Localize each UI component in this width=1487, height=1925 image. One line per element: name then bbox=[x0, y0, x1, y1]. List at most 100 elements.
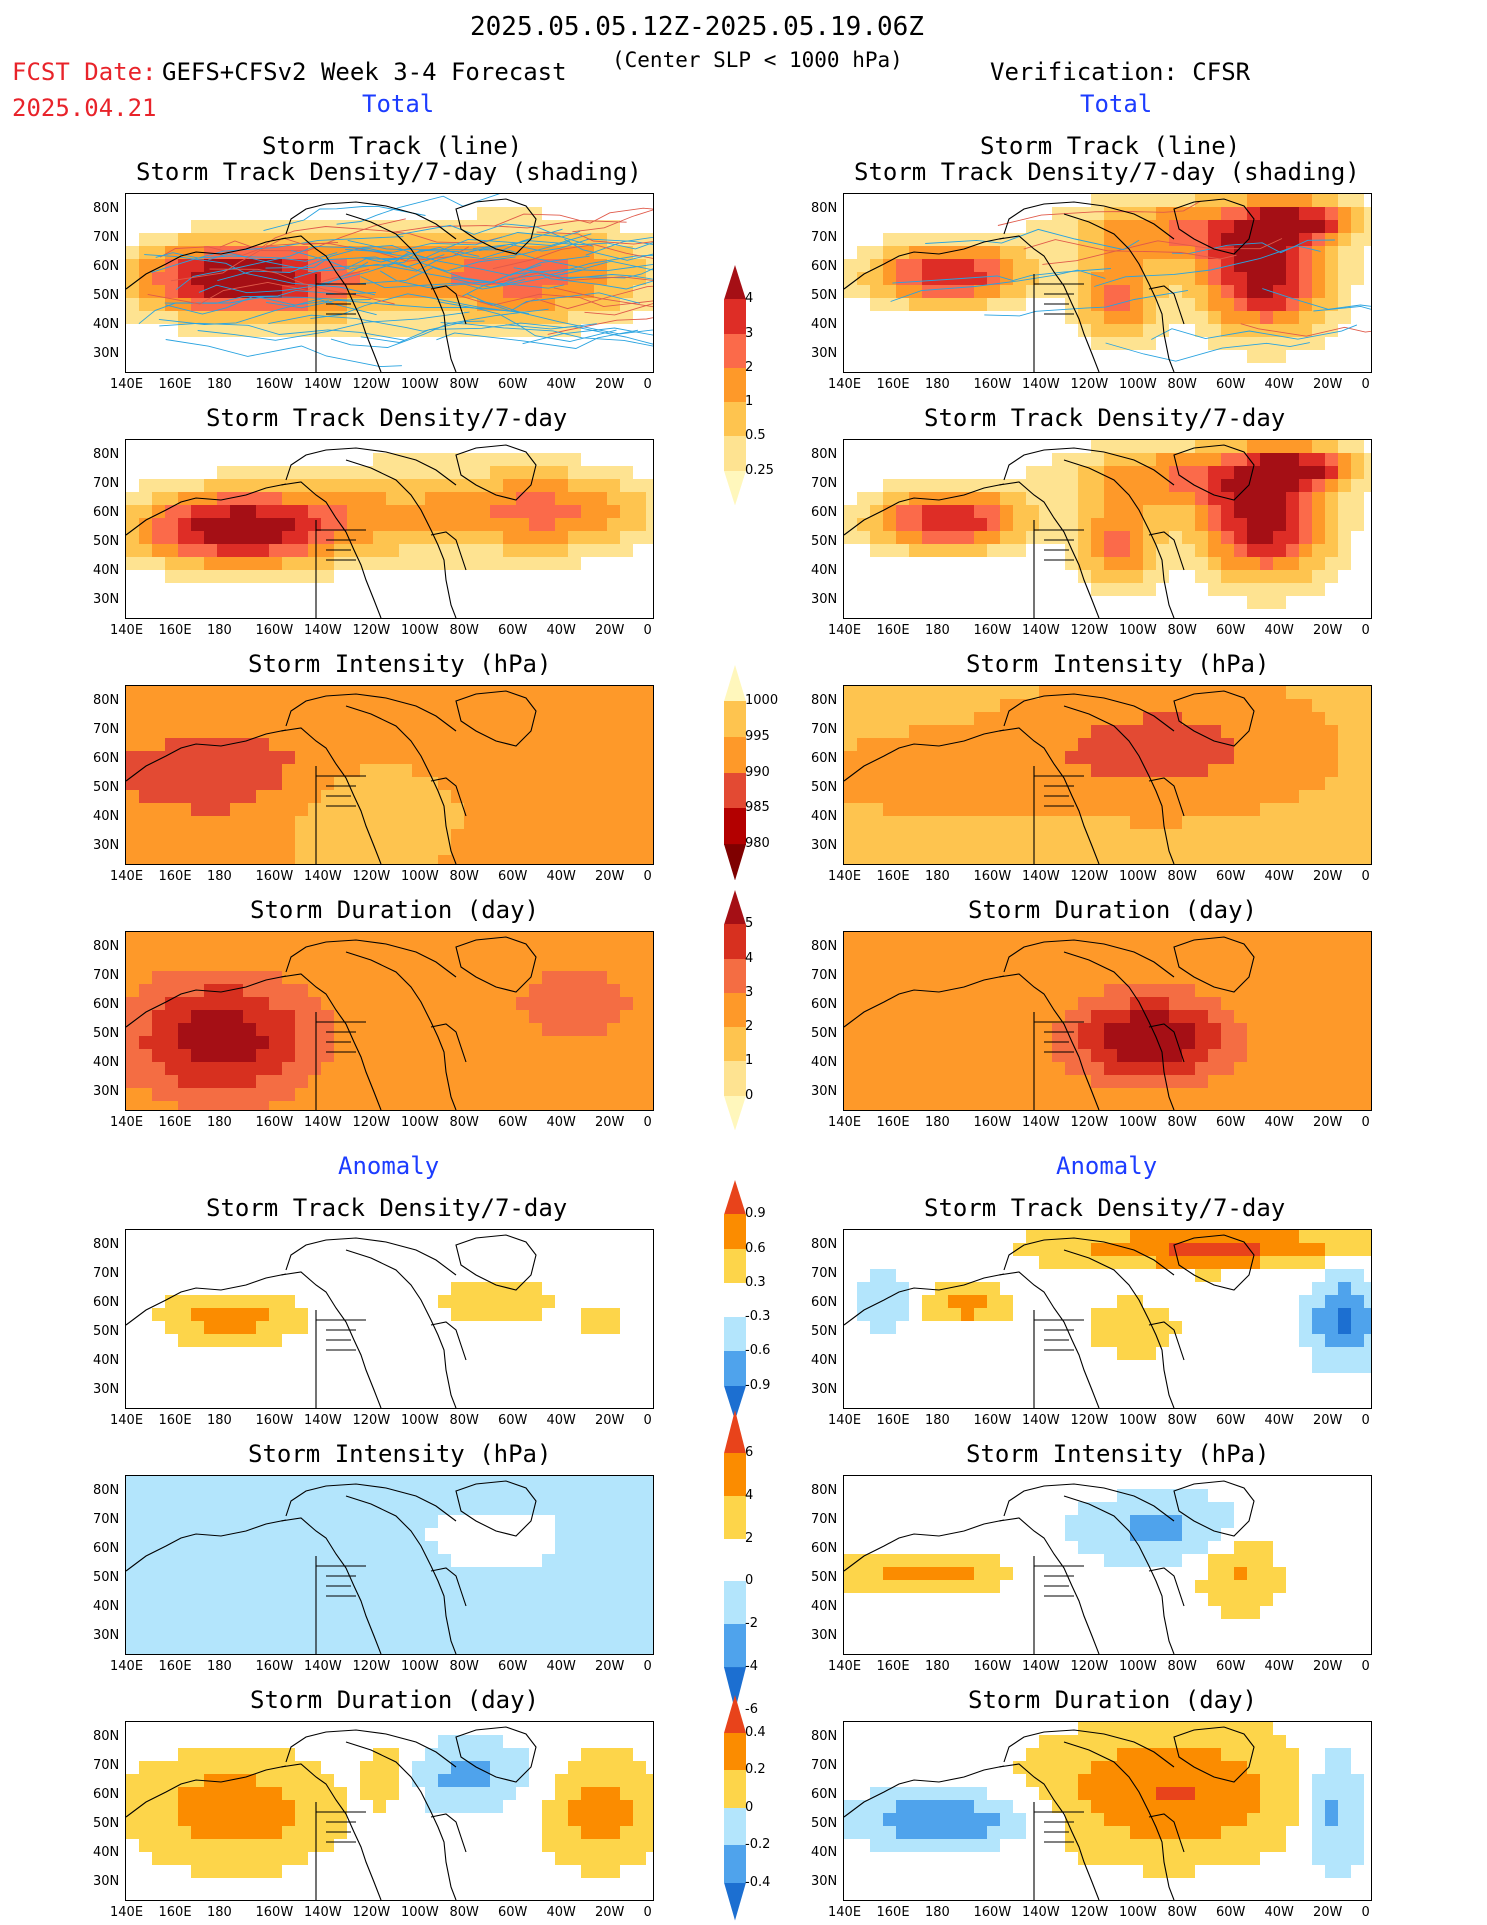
shading-cell bbox=[1221, 945, 1234, 958]
shading-cell bbox=[438, 984, 451, 997]
shading-cell bbox=[857, 829, 870, 842]
shading-cell bbox=[1312, 932, 1325, 945]
shading-cell bbox=[1182, 1528, 1195, 1541]
shading-cell bbox=[256, 829, 269, 842]
shading-cell bbox=[490, 259, 503, 272]
shading-cell bbox=[935, 1023, 948, 1036]
shading-cell bbox=[191, 803, 204, 816]
shading-cell bbox=[1052, 466, 1065, 479]
shading-cell bbox=[620, 971, 633, 984]
shading-cell bbox=[1156, 971, 1169, 984]
shading-cell bbox=[1195, 207, 1208, 220]
shading-cell bbox=[1182, 1062, 1195, 1075]
shading-cell bbox=[542, 220, 555, 233]
shading-cell bbox=[1247, 1088, 1260, 1101]
shading-cell bbox=[1156, 220, 1169, 233]
shading-cell bbox=[844, 971, 857, 984]
shading-cell bbox=[490, 790, 503, 803]
shading-cell bbox=[139, 518, 152, 531]
shading-cell bbox=[152, 531, 165, 544]
shading-cell bbox=[646, 1580, 653, 1593]
shading-cell bbox=[386, 1049, 399, 1062]
shading-cell bbox=[948, 1295, 961, 1308]
shading-cell bbox=[1351, 971, 1364, 984]
shading-cell bbox=[935, 958, 948, 971]
shading-cell bbox=[1104, 259, 1117, 272]
coastline bbox=[315, 520, 366, 618]
shading-cell bbox=[503, 1088, 516, 1101]
shading-cell bbox=[516, 984, 529, 997]
shading-cell bbox=[438, 1645, 451, 1654]
shading-cell bbox=[1065, 1075, 1078, 1088]
lon-tick-label: 100W bbox=[401, 1413, 439, 1428]
shading-cell bbox=[974, 479, 987, 492]
panel-title: Storm Duration (day) bbox=[968, 896, 1257, 924]
shading-cell bbox=[269, 1062, 282, 1075]
shading-cell bbox=[1117, 1515, 1130, 1528]
shading-cell bbox=[126, 1515, 139, 1528]
shading-cell bbox=[883, 1269, 896, 1282]
shading-cell bbox=[256, 531, 269, 544]
shading-cell bbox=[477, 1606, 490, 1619]
shading-cell bbox=[399, 1502, 412, 1515]
shading-cell bbox=[935, 544, 948, 557]
shading-cell bbox=[1286, 932, 1299, 945]
shading-cell bbox=[477, 790, 490, 803]
shading-cell bbox=[974, 1062, 987, 1075]
shading-cell bbox=[1104, 1334, 1117, 1347]
shading-cell bbox=[139, 777, 152, 790]
shading-cell bbox=[1364, 1230, 1371, 1243]
shading-cell bbox=[425, 1554, 438, 1567]
shading-cell bbox=[204, 971, 217, 984]
shading-cell bbox=[1091, 829, 1104, 842]
shading-cell bbox=[412, 855, 425, 864]
shading-cell bbox=[555, 544, 568, 557]
shading-cell bbox=[607, 1049, 620, 1062]
shading-cell bbox=[568, 984, 581, 997]
shading-cell bbox=[935, 790, 948, 803]
shading-cell bbox=[217, 1645, 230, 1654]
shading-cell bbox=[464, 518, 477, 531]
shading-cell bbox=[1143, 453, 1156, 466]
lon-tick-label: 120W bbox=[1070, 623, 1109, 638]
shading-cell bbox=[581, 1101, 594, 1110]
shading-cell bbox=[412, 1049, 425, 1062]
shading-cell bbox=[126, 958, 139, 971]
shading-cell bbox=[217, 531, 230, 544]
shading-cell bbox=[1195, 738, 1208, 751]
shading-cell bbox=[1000, 492, 1013, 505]
shading-cell bbox=[152, 557, 165, 570]
shading-cell bbox=[139, 1489, 152, 1502]
shading-cell bbox=[373, 984, 386, 997]
shading-cell bbox=[594, 829, 607, 842]
shading-cell bbox=[1130, 544, 1143, 557]
shading-cell bbox=[620, 505, 633, 518]
shading-cell bbox=[1234, 855, 1247, 864]
shading-cell bbox=[308, 997, 321, 1010]
shading-cell bbox=[399, 790, 412, 803]
shading-cell bbox=[1325, 1321, 1338, 1334]
shading-cell bbox=[594, 1023, 607, 1036]
shading-cell bbox=[126, 259, 139, 272]
shading-cell bbox=[490, 1619, 503, 1632]
shading-cell bbox=[347, 1101, 360, 1110]
shading-cell bbox=[1052, 1075, 1065, 1088]
shading-cell bbox=[490, 1062, 503, 1075]
shading-cell bbox=[412, 932, 425, 945]
shading-cell bbox=[282, 1515, 295, 1528]
shading-cell bbox=[295, 1528, 308, 1541]
shading-cell bbox=[477, 855, 490, 864]
shading-cell bbox=[1143, 324, 1156, 337]
shading-cell bbox=[464, 1645, 477, 1654]
shading-cell bbox=[165, 686, 178, 699]
shading-cell bbox=[1130, 285, 1143, 298]
shading-cell bbox=[425, 764, 438, 777]
shading-cell bbox=[1234, 1101, 1247, 1110]
shading-cell bbox=[1299, 997, 1312, 1010]
shading-cell bbox=[126, 492, 139, 505]
shading-cell bbox=[883, 1308, 896, 1321]
shading-cell bbox=[1039, 1256, 1052, 1269]
shading-cell bbox=[139, 1502, 152, 1515]
shading-cell bbox=[1312, 207, 1325, 220]
shading-cell bbox=[1338, 971, 1351, 984]
